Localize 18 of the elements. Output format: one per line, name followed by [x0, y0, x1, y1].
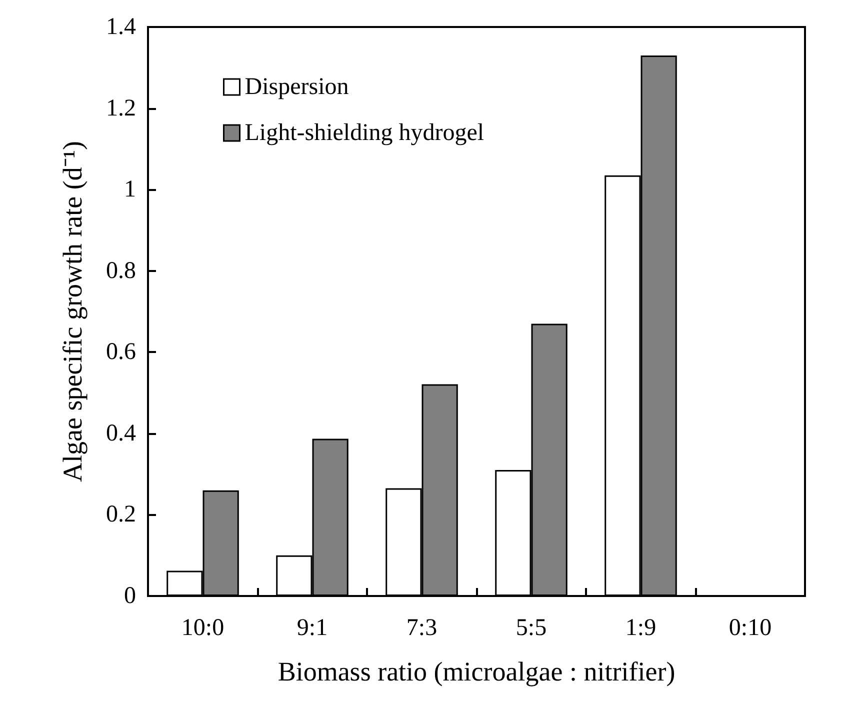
y-axis-title: Algae specific growth rate (d⁻¹) [58, 141, 88, 482]
x-tick-label: 5:5 [516, 615, 547, 641]
x-axis-title: Biomass ratio (microalgae : nitrifier) [278, 656, 676, 686]
legend-label: Light-shielding hydrogel [244, 120, 484, 146]
legend-label: Dispersion [244, 74, 349, 100]
y-tick-label: 0.2 [106, 502, 136, 528]
y-tick-label: 1.4 [106, 14, 136, 40]
y-tick-label: 0.6 [106, 339, 136, 366]
y-tick-label: 0.4 [106, 420, 136, 446]
y-tick-label: 0 [124, 583, 136, 609]
x-tick-label: 1:9 [625, 615, 656, 641]
y-tick-label: 1 [124, 176, 136, 203]
y-tick-label: 1.2 [106, 95, 136, 122]
x-tick-label: 7:3 [406, 615, 438, 641]
y-tick-label: 0.8 [106, 258, 136, 284]
x-tick-label: 0:10 [728, 615, 772, 641]
x-tick-label: 10:0 [181, 615, 224, 641]
x-tick-label: 9:1 [296, 615, 328, 641]
